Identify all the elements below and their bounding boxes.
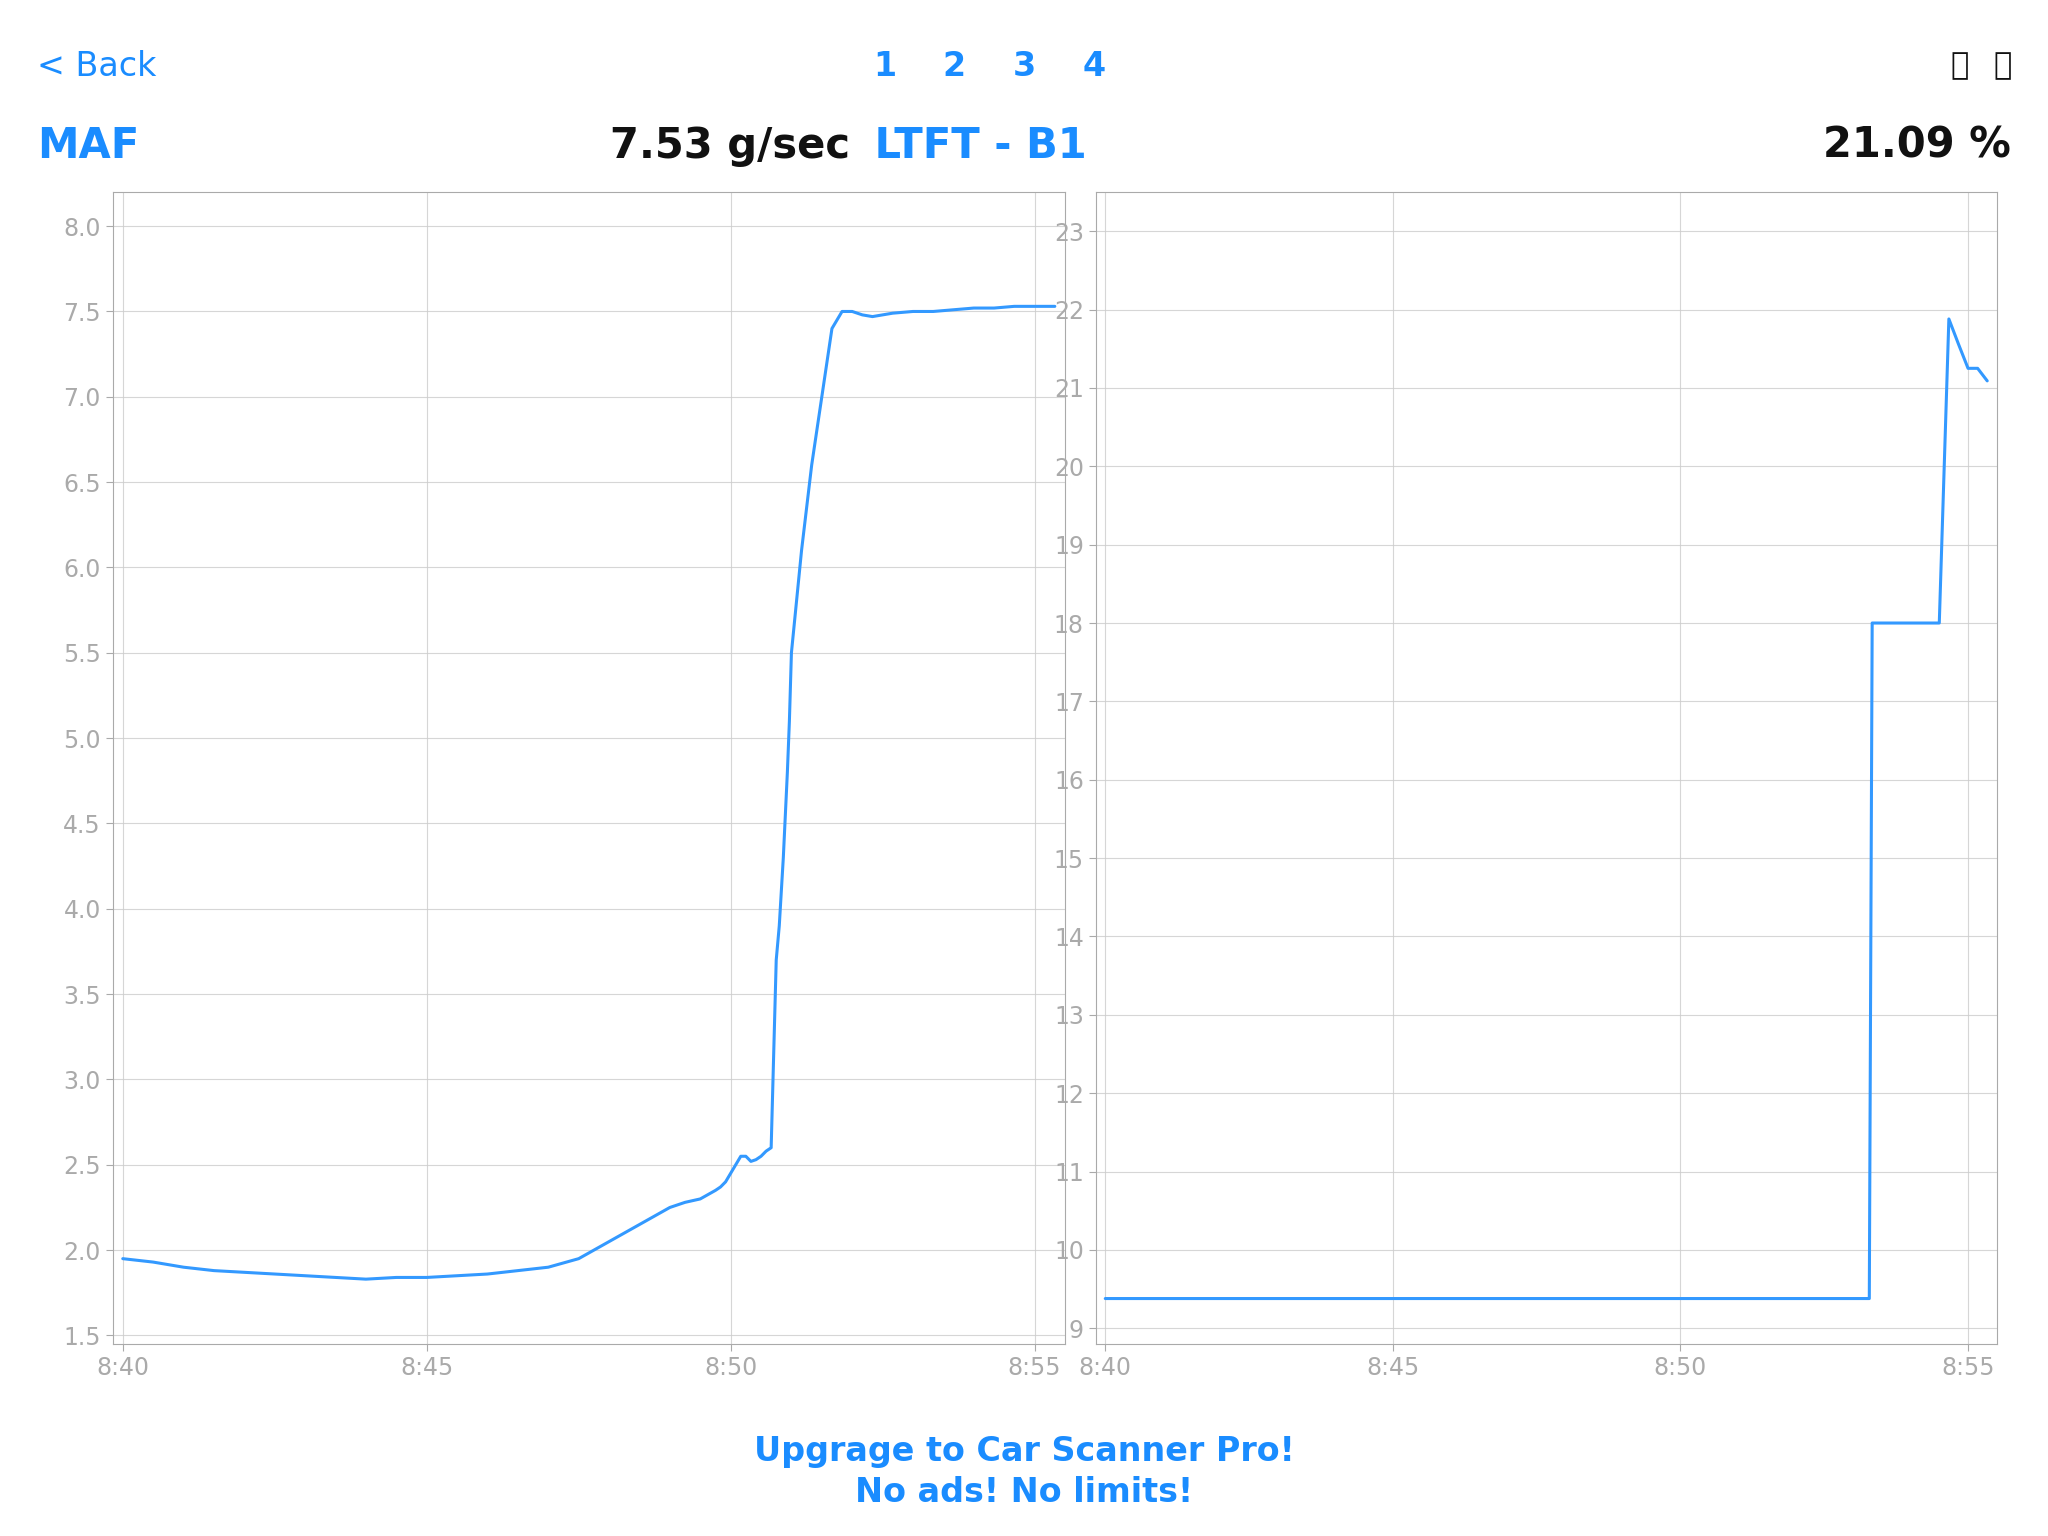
- Text: 4: 4: [1081, 49, 1106, 83]
- Text: LTFT - B1: LTFT - B1: [860, 124, 1087, 167]
- Text: No ads! No limits!: No ads! No limits!: [854, 1476, 1194, 1510]
- Text: ⓘ: ⓘ: [1995, 52, 2011, 80]
- Text: MAF: MAF: [37, 124, 139, 167]
- Text: 1: 1: [872, 49, 897, 83]
- Text: 21.09 %: 21.09 %: [1823, 124, 2011, 167]
- Text: 7.53 g/sec: 7.53 g/sec: [610, 124, 850, 167]
- Text: ⏸: ⏸: [1952, 52, 1968, 80]
- Text: Upgrage to Car Scanner Pro!: Upgrage to Car Scanner Pro!: [754, 1435, 1294, 1468]
- Text: < Back: < Back: [37, 49, 156, 83]
- Text: 2: 2: [942, 49, 967, 83]
- Text: 3: 3: [1012, 49, 1036, 83]
